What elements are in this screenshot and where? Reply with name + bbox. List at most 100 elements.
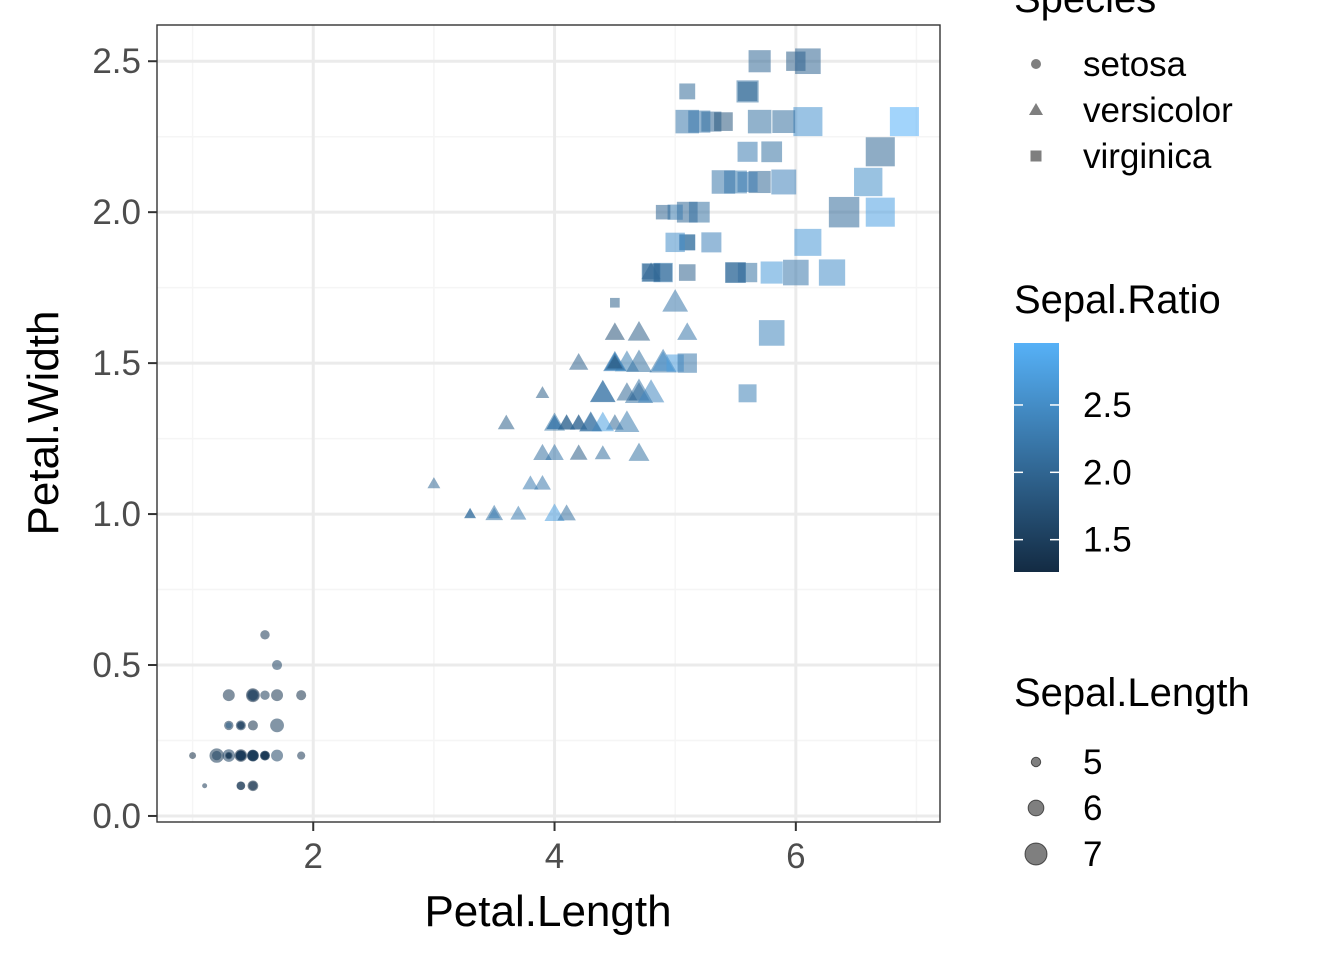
legend-size-label: 6 <box>1083 789 1102 828</box>
legend-sepal-ratio: Sepal.Ratio 1.5 2.0 2.5 <box>1014 278 1221 572</box>
y-axis-title: Petal.Width <box>19 311 68 536</box>
point-setosa <box>189 752 197 760</box>
legend-sepal-ratio-title: Sepal.Ratio <box>1014 278 1221 322</box>
y-tick-label: 0.5 <box>92 646 141 685</box>
point-versicolor <box>533 443 552 461</box>
point-versicolor <box>535 386 550 398</box>
point-versicolor <box>626 349 652 372</box>
point-setosa <box>271 689 284 702</box>
point-setosa <box>271 749 284 762</box>
point-versicolor <box>677 322 698 340</box>
point-virginica <box>865 137 895 167</box>
point-virginica <box>688 201 710 223</box>
point-virginica <box>655 204 671 220</box>
point-setosa <box>247 749 259 762</box>
point-virginica <box>737 171 758 193</box>
data-points <box>189 48 919 792</box>
point-versicolor <box>546 415 563 430</box>
point-setosa <box>247 720 258 731</box>
point-versicolor <box>545 443 564 461</box>
point-virginica <box>714 112 733 131</box>
legend-size-key <box>1030 756 1042 768</box>
legend-sepal-length: Sepal.Length 5 6 7 <box>1014 671 1250 874</box>
point-setosa <box>225 752 232 759</box>
point-versicolor <box>485 504 504 521</box>
legend-species-label: virginica <box>1083 137 1212 176</box>
point-setosa <box>272 659 283 671</box>
point-versicolor <box>579 412 602 431</box>
point-setosa <box>246 689 259 702</box>
x-tick-label: 4 <box>545 837 564 876</box>
legend-sepal-length-entries: 5 6 7 <box>1024 743 1102 874</box>
colorbar-label: 2.0 <box>1083 453 1132 492</box>
point-virginica <box>793 107 823 137</box>
point-versicolor <box>616 382 638 401</box>
x-tick-label: 6 <box>786 837 805 876</box>
point-versicolor <box>628 442 650 461</box>
point-setosa <box>236 750 246 761</box>
point-setosa <box>259 750 270 761</box>
legend-sepal-length-title: Sepal.Length <box>1014 671 1250 715</box>
point-virginica <box>783 259 809 286</box>
point-versicolor <box>557 414 576 430</box>
point-setosa <box>270 718 284 733</box>
point-setosa <box>236 781 246 791</box>
point-virginica <box>818 259 846 286</box>
point-setosa <box>260 690 270 700</box>
legend-size-label: 5 <box>1083 743 1102 782</box>
point-virginica <box>678 264 696 281</box>
point-setosa <box>297 751 306 760</box>
point-virginica <box>794 228 822 256</box>
legend-species-label: versicolor <box>1083 91 1233 130</box>
legend-size-label: 7 <box>1083 835 1102 874</box>
axes: 2 4 6 0.0 0.5 1.0 1.5 2.0 2.5 <box>92 42 805 876</box>
legend-species: Species setosa versicolor virginica <box>1014 0 1233 176</box>
colorbar-label: 2.5 <box>1083 386 1132 425</box>
legend-key-triangle <box>1029 103 1043 115</box>
point-versicolor <box>568 352 589 370</box>
point-virginica <box>725 262 746 283</box>
y-tick-label: 2.0 <box>92 193 141 232</box>
point-virginica <box>701 232 722 253</box>
point-virginica <box>736 80 759 103</box>
point-versicolor <box>662 289 689 312</box>
y-tick-label: 1.0 <box>92 495 141 534</box>
point-virginica <box>711 170 736 194</box>
series-setosa <box>189 630 307 792</box>
point-virginica <box>737 141 758 162</box>
y-tick-label: 1.5 <box>92 344 141 383</box>
legend-species-label: setosa <box>1083 45 1187 84</box>
point-versicolor <box>614 410 640 433</box>
colorbar-label: 1.5 <box>1083 521 1132 560</box>
colorbar-ticks: 1.5 2.0 2.5 <box>1014 386 1132 560</box>
point-versicolor <box>594 445 611 460</box>
point-versicolor <box>497 414 515 430</box>
y-tick-label: 2.5 <box>92 42 141 81</box>
point-virginica <box>865 197 895 227</box>
point-setosa <box>247 780 259 792</box>
point-virginica <box>679 83 696 100</box>
legend-size-key <box>1027 799 1045 817</box>
legend-key-square <box>1030 150 1042 162</box>
point-versicolor <box>604 322 625 340</box>
point-virginica <box>771 169 797 195</box>
legend-species-entries: setosa versicolor virginica <box>1029 45 1233 176</box>
point-versicolor <box>627 321 651 341</box>
point-versicolor <box>607 355 623 369</box>
point-virginica <box>747 109 772 134</box>
point-setosa <box>225 722 232 729</box>
point-virginica <box>667 204 683 220</box>
point-virginica <box>610 297 620 308</box>
point-setosa <box>212 750 222 761</box>
point-versicolor <box>464 507 477 519</box>
point-versicolor <box>590 380 616 402</box>
point-setosa <box>222 689 235 702</box>
series-versicolor <box>427 262 698 521</box>
point-versicolor <box>510 505 527 520</box>
point-virginica <box>795 48 821 75</box>
x-axis-title: Petal.Length <box>424 887 671 936</box>
point-virginica <box>854 167 883 197</box>
point-virginica <box>760 261 783 284</box>
